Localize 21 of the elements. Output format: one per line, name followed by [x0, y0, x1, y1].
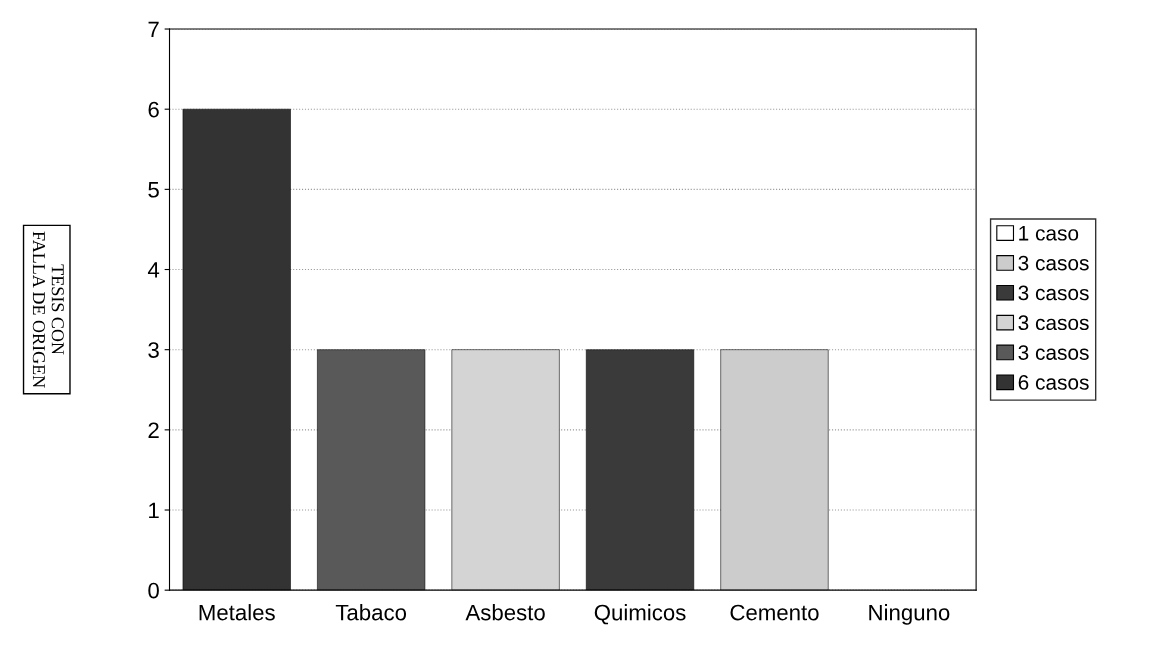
- x-tick-label: Quimicos: [594, 604, 686, 625]
- legend-label: 3 casos: [1018, 255, 1089, 271]
- legend-label: 1 caso: [1019, 226, 1079, 241]
- y-tick-label: 4: [147, 262, 160, 278]
- y-tick-label: 1: [149, 502, 159, 519]
- x-tick-label: Tabaco: [335, 604, 407, 621]
- x-tick-label: Ninguno: [869, 604, 950, 625]
- x-tick-label: Metales: [199, 604, 275, 621]
- legend-label: 3 casos: [1018, 345, 1089, 360]
- legend-label: 6 casos: [1018, 375, 1089, 390]
- y-tick-label: 2: [148, 422, 159, 438]
- y-tick-label: 6: [148, 101, 159, 118]
- x-tick-label: Cemento: [730, 604, 819, 621]
- legend-label: 3 casos: [1018, 315, 1089, 331]
- y-tick-label: 3: [148, 342, 159, 358]
- y-tick-label: 0: [148, 582, 159, 599]
- y-tick-label: 7: [148, 21, 159, 38]
- y-tick-label: 5: [148, 182, 159, 198]
- text: TESIS CON FALLA DE ORIGEN: [32, 231, 64, 388]
- x-tick-label: Asbesto: [465, 604, 545, 621]
- legend-label: 3 casos: [1018, 285, 1089, 301]
